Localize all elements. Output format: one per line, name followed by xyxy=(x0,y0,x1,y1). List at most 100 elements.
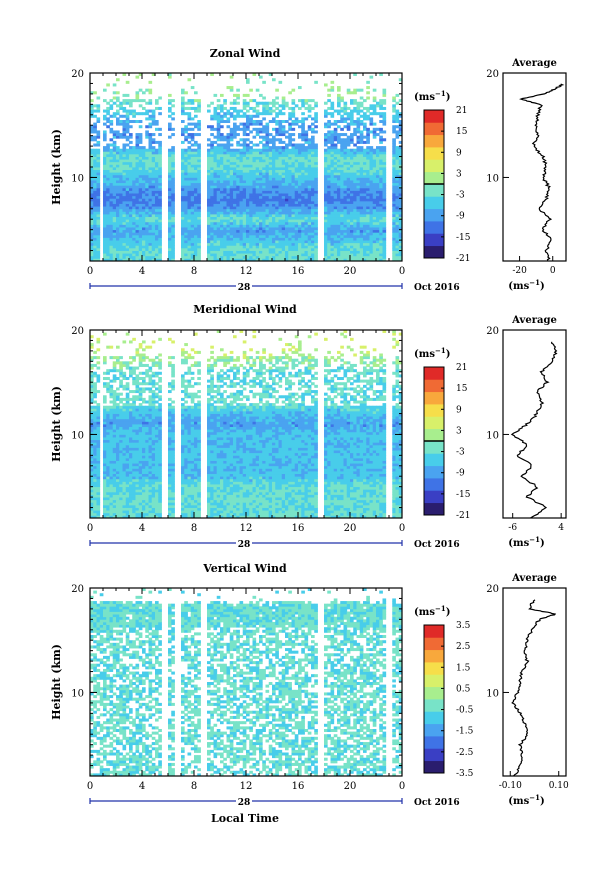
heatmap-cell xyxy=(304,133,309,137)
heatmap-cell xyxy=(301,180,305,184)
heatmap-cell xyxy=(181,232,185,236)
heatmap-cell xyxy=(255,224,260,228)
heatmap-cell xyxy=(359,234,364,238)
heatmap-cell xyxy=(281,180,286,184)
heatmap-cell xyxy=(242,234,247,238)
heatmap-cell xyxy=(103,510,107,514)
heatmap-cell xyxy=(135,140,140,144)
heatmap-cell xyxy=(93,208,97,212)
heatmap-cell xyxy=(106,106,110,110)
heatmap-cell xyxy=(132,169,136,173)
heatmap-cell xyxy=(246,109,250,113)
heatmap-cell xyxy=(184,216,188,220)
heatmap-cell xyxy=(324,221,328,225)
heatmap-cell xyxy=(359,182,364,186)
heatmap-cell xyxy=(119,253,123,257)
heatmap-cell xyxy=(129,237,133,241)
heatmap-cell xyxy=(213,148,218,152)
heatmap-cell xyxy=(125,93,130,97)
heatmap-cell xyxy=(304,161,309,165)
heatmap-cell xyxy=(213,190,218,194)
heatmap-cell xyxy=(148,221,153,225)
heatmap-cell xyxy=(330,153,335,157)
heatmap-cell xyxy=(285,237,289,241)
heatmap-cell xyxy=(119,198,123,202)
heatmap-cell xyxy=(359,214,364,218)
heatmap-cell xyxy=(132,198,136,202)
heatmap-cell xyxy=(307,250,312,254)
heatmap-cell xyxy=(307,182,312,186)
heatmap-cell xyxy=(239,203,244,207)
heatmap-cell xyxy=(366,159,370,163)
heatmap-cell xyxy=(363,164,367,168)
heatmap-cell xyxy=(216,156,221,160)
heatmap-cell xyxy=(330,198,335,202)
colorbar-tick-label: -21 xyxy=(456,254,471,264)
heatmap-cell xyxy=(242,237,247,241)
heatmap-cell xyxy=(307,227,312,231)
heatmap-cell xyxy=(363,169,367,173)
heatmap-cell xyxy=(233,148,237,152)
heatmap-cell xyxy=(187,78,192,82)
heatmap-cell xyxy=(216,174,221,178)
heatmap-cell xyxy=(252,73,257,77)
heatmap-cell xyxy=(158,237,162,241)
heatmap-cell xyxy=(333,247,338,251)
heatmap-cell xyxy=(259,135,263,139)
heatmap-cell xyxy=(392,96,396,100)
heatmap-cell xyxy=(155,240,159,244)
heatmap-cell xyxy=(356,153,361,157)
heatmap-cell xyxy=(106,172,110,176)
heatmap-cell xyxy=(265,133,270,137)
heatmap-cell xyxy=(246,180,250,184)
heatmap-cell xyxy=(242,242,247,246)
heatmap-cell xyxy=(275,133,279,137)
heatmap-cell xyxy=(372,164,377,168)
heatmap-cell xyxy=(220,211,224,215)
heatmap-cell xyxy=(213,224,218,228)
heatmap-cell xyxy=(109,182,114,186)
heatmap-cell xyxy=(90,400,94,404)
heatmap-cell xyxy=(132,148,136,152)
heatmap-cell xyxy=(210,151,214,155)
heatmap-cell xyxy=(265,232,270,236)
heatmap-cell xyxy=(372,193,377,197)
heatmap-cell xyxy=(129,104,133,108)
heatmap-cell xyxy=(353,187,357,191)
heatmap-cell xyxy=(148,224,153,228)
heatmap-cell xyxy=(96,242,101,246)
heatmap-cell xyxy=(125,224,130,228)
heatmap-cell xyxy=(129,258,133,262)
heatmap-cell xyxy=(151,245,156,249)
heatmap-cell xyxy=(337,164,341,168)
heatmap-cell xyxy=(262,161,266,165)
heatmap-cell xyxy=(246,172,250,176)
heatmap-cell xyxy=(255,114,260,118)
heatmap-cell xyxy=(112,206,117,210)
heatmap-cell xyxy=(324,227,328,231)
heatmap-cell xyxy=(96,258,101,262)
heatmap-cell xyxy=(340,200,344,204)
heatmap-cell xyxy=(90,384,94,388)
heatmap-cell xyxy=(220,133,224,137)
heatmap-cell xyxy=(337,104,341,108)
heatmap-cell xyxy=(96,481,101,485)
heatmap-cell xyxy=(291,99,296,103)
heatmap-cell xyxy=(96,174,101,178)
heatmap-cell xyxy=(246,156,250,160)
heatmap-cell xyxy=(382,138,387,142)
heatmap-cell xyxy=(145,169,149,173)
heatmap-cell xyxy=(372,234,377,238)
heatmap-cell xyxy=(181,203,185,207)
heatmap-cell xyxy=(311,247,315,251)
heatmap-cell xyxy=(291,156,296,160)
heatmap-cell xyxy=(242,182,247,186)
heatmap-cell xyxy=(366,242,370,246)
heatmap-cell xyxy=(103,177,107,181)
heatmap-cell xyxy=(262,164,266,168)
heatmap-cell xyxy=(233,227,237,231)
heatmap-cell xyxy=(285,198,289,202)
heatmap-cell xyxy=(90,195,94,199)
heatmap-cell xyxy=(112,234,117,238)
heatmap-cell xyxy=(259,253,263,257)
